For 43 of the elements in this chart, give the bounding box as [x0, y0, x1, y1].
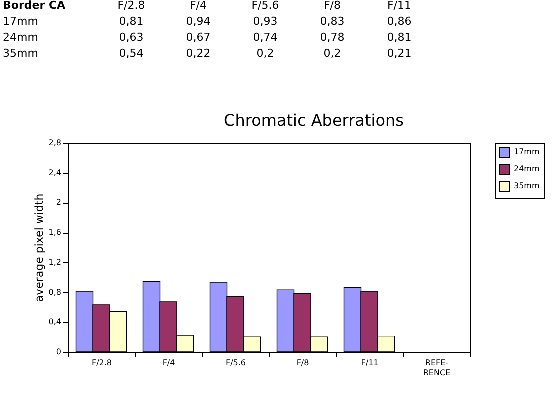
y-tick-label: 0,4 [48, 318, 62, 327]
y-tick-label: 0,8 [48, 288, 62, 297]
x-tick-label: REFE- RENCE [423, 358, 451, 378]
text: 24mm [3, 31, 38, 44]
category-label: F/11 [387, 0, 412, 12]
data-label: 0,54 [119, 47, 144, 60]
data-label: 0,2 [256, 47, 274, 60]
data-label: 0,21 [387, 47, 412, 60]
data-label: 0,74 [253, 31, 278, 44]
data-label: 0,78 [320, 31, 345, 44]
y-tick-label: 2 [56, 198, 62, 208]
category-label: F/5.6 [252, 0, 280, 12]
data-label: 0,93 [253, 15, 278, 28]
y-tick-label: 0 [56, 348, 62, 356]
y-tick-label: 2,4 [48, 168, 62, 178]
data-label: 0,22 [186, 47, 211, 60]
x-tick-label: F/8 [296, 358, 310, 368]
legend-label: 35mm [514, 182, 540, 190]
x-tick-label: F/2.8 [92, 358, 112, 368]
category-label: F/2.8 [118, 0, 146, 12]
legend-label: 24mm [514, 164, 540, 174]
data-label: 0,81 [119, 15, 144, 28]
text: 35mm [3, 47, 38, 60]
y-tick-label: 2,8 [48, 138, 62, 148]
x-tick-label: F/5.6 [226, 358, 246, 368]
data-label: 0,86 [387, 15, 412, 28]
data-label: 0,83 [320, 15, 345, 28]
data-label: 0,63 [119, 31, 144, 44]
x-tick-label: F/4 [162, 358, 176, 368]
category-label: F/4 [190, 0, 208, 12]
y-tick-label: 1,2 [48, 258, 62, 267]
chart-title: Chromatic Aberrations [224, 111, 404, 130]
y-axis-title: average pixel width [32, 194, 46, 302]
text: 17mm [3, 15, 38, 28]
legend-label: 17mm [514, 148, 540, 156]
x-tick-label: F/11 [361, 358, 379, 368]
data-label: 0,94 [186, 15, 211, 28]
category-label: F/8 [324, 0, 342, 12]
y-tick-label: 1,6 [48, 228, 62, 238]
data-label: 0,67 [186, 31, 211, 44]
text: Border CA [3, 0, 66, 12]
data-label: 0,81 [387, 31, 412, 44]
data-label: 0,2 [324, 47, 342, 60]
